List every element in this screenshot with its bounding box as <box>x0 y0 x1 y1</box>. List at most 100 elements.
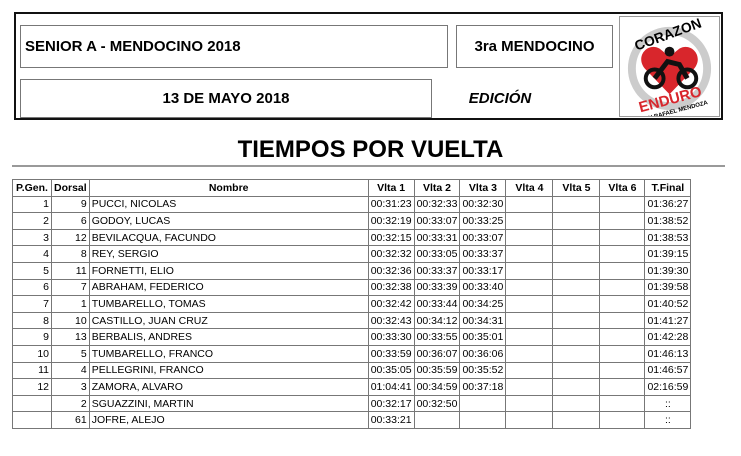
table-cell <box>505 378 554 396</box>
table-cell: 00:32:17 <box>367 394 415 413</box>
table-cell <box>505 245 554 263</box>
table-cell: 00:33:37 <box>459 245 507 263</box>
table-cell: :: <box>644 394 692 413</box>
table-cell: 00:33:21 <box>367 411 415 429</box>
column-header: Vlta 2 <box>413 179 461 197</box>
table-cell: 00:33:05 <box>413 245 461 263</box>
table-cell <box>599 394 646 413</box>
table-cell: 5 <box>12 261 52 280</box>
table-cell: 00:32:30 <box>459 195 507 214</box>
table-cell: 00:33:39 <box>413 278 461 297</box>
table-cell: 01:38:53 <box>644 228 692 247</box>
table-cell <box>552 361 601 380</box>
table-cell: 00:33:40 <box>459 278 507 297</box>
table-cell: 00:36:06 <box>459 344 507 363</box>
table-cell <box>505 212 554 230</box>
table-cell: 00:32:15 <box>367 228 415 247</box>
table-cell: :: <box>644 411 692 429</box>
table-cell <box>505 344 554 363</box>
column-header: Dorsal <box>51 179 90 197</box>
table-cell: CASTILLO, JUAN CRUZ <box>88 311 369 330</box>
table-cell <box>505 295 554 313</box>
table-cell <box>505 394 554 413</box>
edition-label: EDICIÓN <box>468 90 532 107</box>
table-cell: 00:32:19 <box>367 212 415 230</box>
table-cell: 10 <box>12 344 52 363</box>
column-header: T.Final <box>644 179 692 197</box>
table-row: 11 4 PELLEGRINI, FRANCO 00:35:05 00:35:59 00:… <box>12 361 692 380</box>
table-cell <box>599 344 646 363</box>
table-cell: 01:36:27 <box>644 195 692 214</box>
table-row: 2 SGUAZZINI, MARTIN 00:32:17 00:32:50:: <box>12 394 692 413</box>
table-cell: 3 <box>12 228 52 247</box>
table-cell: 00:35:59 <box>413 361 461 380</box>
table-cell <box>599 212 646 230</box>
table-cell <box>505 261 554 280</box>
table-row: 12 3 ZAMORA, ALVARO 01:04:41 00:34:59 00:37:1… <box>12 378 692 396</box>
table-cell: 7 <box>12 295 52 313</box>
table-header: P.Gen. Dorsal Nombre Vlta 1 Vlta 2 Vlta 3 Vlta… <box>12 179 692 197</box>
table-cell: BEVILACQUA, FACUNDO <box>88 228 369 247</box>
divider <box>12 165 725 167</box>
table-cell: 00:32:33 <box>413 195 461 214</box>
table-cell: 11 <box>51 261 90 280</box>
table-cell: FORNETTI, ELIO <box>88 261 369 280</box>
table-cell <box>552 195 601 214</box>
table-cell: 61 <box>51 411 90 429</box>
table-cell: 2 <box>12 212 52 230</box>
table-cell <box>552 394 601 413</box>
table-cell: PELLEGRINI, FRANCO <box>88 361 369 380</box>
table-cell <box>552 411 601 429</box>
table-cell: 13 <box>51 328 90 346</box>
table-cell: 10 <box>51 311 90 330</box>
table-row: 10 5 TUMBARELLO, FRANCO 00:33:59 00:36:07 00:… <box>12 344 692 363</box>
table-cell <box>552 228 601 247</box>
table-cell: 01:39:15 <box>644 245 692 263</box>
table-cell <box>599 361 646 380</box>
table-cell: 00:34:59 <box>413 378 461 396</box>
table-cell: 00:35:01 <box>459 328 507 346</box>
table-cell <box>599 295 646 313</box>
table-cell: 01:38:52 <box>644 212 692 230</box>
table-cell: 01:42:28 <box>644 328 692 346</box>
table-cell <box>552 311 601 330</box>
table-cell: 00:35:05 <box>367 361 415 380</box>
table-cell: 01:39:58 <box>644 278 692 297</box>
table-row: 6 7 ABRAHAM, FEDERICO 00:32:38 00:33:39 00:33… <box>12 278 692 297</box>
table-cell <box>505 278 554 297</box>
table-cell: 00:33:55 <box>413 328 461 346</box>
table-cell <box>505 228 554 247</box>
table-cell <box>599 261 646 280</box>
table-cell: 00:37:18 <box>459 378 507 396</box>
table-cell: 01:41:27 <box>644 311 692 330</box>
corazon-enduro-logo: CORAZON ENDURO SAN RAFAEL MENDOZA <box>619 15 720 124</box>
column-header: Vlta 4 <box>505 179 554 197</box>
table-cell: 5 <box>51 344 90 363</box>
table-cell <box>552 212 601 230</box>
table-cell: 01:46:57 <box>644 361 692 380</box>
table-cell: 4 <box>12 245 52 263</box>
table-row: 7 1 TUMBARELLO, TOMAS 00:32:42 00:33:44 00:34… <box>12 295 692 313</box>
table-cell: 00:32:36 <box>367 261 415 280</box>
table-row: 1 9 PUCCI, NICOLAS 00:31:23 00:32:33 00:32:30… <box>12 195 692 214</box>
table-cell: 7 <box>51 278 90 297</box>
table-cell: 00:33:17 <box>459 261 507 280</box>
table-cell: 00:33:07 <box>413 212 461 230</box>
table-cell: 8 <box>12 311 52 330</box>
page-title: TIEMPOS POR VUELTA <box>237 136 504 163</box>
table-cell: 00:33:37 <box>413 261 461 280</box>
table-cell: 01:46:13 <box>644 344 692 363</box>
column-header: Vlta 5 <box>552 179 601 197</box>
round-name: 3ra MENDOCINO <box>456 25 613 68</box>
table-cell: 9 <box>12 328 52 346</box>
table-cell <box>552 295 601 313</box>
table-cell: 00:33:07 <box>459 228 507 247</box>
event-name: SENIOR A - MENDOCINO 2018 <box>20 25 448 68</box>
table-cell <box>599 278 646 297</box>
table-cell: ZAMORA, ALVARO <box>88 378 369 396</box>
table-row: 3 12 BEVILACQUA, FACUNDO 00:32:15 00:33:31 00… <box>12 228 692 247</box>
table-cell: 3 <box>51 378 90 396</box>
table-cell <box>552 344 601 363</box>
table-cell: 00:33:30 <box>367 328 415 346</box>
column-header: Vlta 3 <box>459 179 507 197</box>
